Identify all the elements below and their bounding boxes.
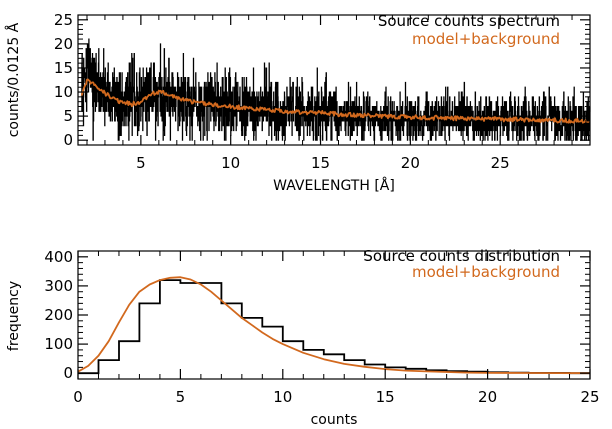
x-tick-label-1-3: 15 xyxy=(376,388,395,406)
y-axis-label-1: frequency xyxy=(6,281,22,351)
legend-entry-0-0: Source counts spectrum xyxy=(378,12,560,30)
x-tick-label-1-4: 20 xyxy=(478,388,497,406)
y-tick-label-1-3: 300 xyxy=(44,277,73,295)
y-tick-label-1-0: 0 xyxy=(63,364,73,382)
plot-frame-0 xyxy=(77,14,591,146)
x-tick-label-0-4: 25 xyxy=(491,154,510,172)
y-tick-label-1-1: 100 xyxy=(44,335,73,353)
legend-entry-0-1: model+background xyxy=(412,30,560,48)
y-tick-label-0-1: 5 xyxy=(63,107,73,125)
distribution-panel: 0 5 10 15 20 25 0 100 200 300 400 counts frequency So… xyxy=(6,247,600,428)
series-0-1-line xyxy=(80,78,590,124)
series-1-1-line xyxy=(77,276,591,375)
y-tick-label-1-4: 400 xyxy=(44,248,73,266)
legend-entry-1-0: Source counts distribution xyxy=(363,247,560,265)
x-tick-label-0-2: 15 xyxy=(311,154,330,172)
y-axis-label-0: counts/0.0125 Å xyxy=(5,22,22,137)
y-tick-label-1-2: 200 xyxy=(44,306,73,324)
y-tick-label-0-3: 15 xyxy=(54,59,73,77)
x-axis-label-0: WAVELENGTH [Å] xyxy=(273,177,395,194)
series-0-0-line xyxy=(81,38,591,141)
y-tick-label-0-0: 0 xyxy=(63,131,73,149)
legend-entry-1-1: model+background xyxy=(412,263,560,281)
x-axis-label-1: counts xyxy=(311,412,358,428)
x-tick-label-1-2: 10 xyxy=(273,388,292,406)
x-tick-label-1-1: 5 xyxy=(176,388,186,406)
spectrum-panel: 5 10 15 20 25 0 5 10 15 20 25 WAVELENGTH [Å] counts/… xyxy=(5,11,591,194)
y-tick-label-0-4: 20 xyxy=(54,35,73,53)
x-tick-label-1-0: 0 xyxy=(73,388,83,406)
x-tick-label-0-1: 10 xyxy=(221,154,240,172)
x-tick-label-0-0: 5 xyxy=(136,154,146,172)
x-tick-label-1-5: 25 xyxy=(580,388,599,406)
y-tick-label-0-5: 25 xyxy=(54,11,73,29)
series-1-0-line xyxy=(78,279,590,375)
y-tick-label-0-2: 10 xyxy=(54,83,73,101)
x-tick-label-0-3: 20 xyxy=(401,154,420,172)
